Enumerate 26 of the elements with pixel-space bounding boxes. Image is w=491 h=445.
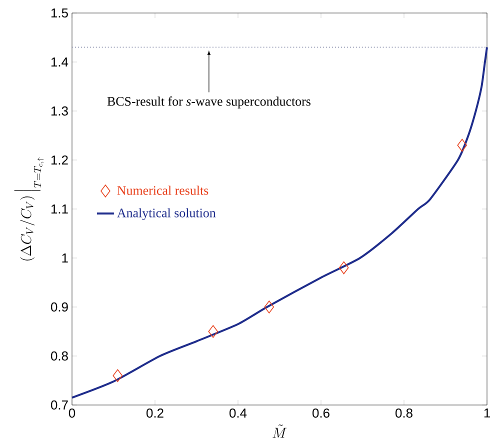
x-axis-title: $\tilde{M}$ xyxy=(272,424,287,438)
point xyxy=(208,325,218,338)
legend-label: Analytical solution xyxy=(117,208,216,220)
legend-label: Numerical results xyxy=(117,186,208,195)
y-tick-label: 1.5 xyxy=(51,8,68,18)
point xyxy=(338,261,349,274)
y-tick-label: 0.9 xyxy=(50,302,68,312)
x-tick-label: 1 xyxy=(484,408,490,418)
point xyxy=(457,138,468,152)
point xyxy=(264,300,274,314)
ref-line-label: BCS-result for s-wave superconductors xyxy=(107,96,310,108)
y-tick-label: 1.2 xyxy=(51,155,68,165)
y-tick-label: 1.1 xyxy=(51,204,68,214)
y-tick-label: 1.4 xyxy=(51,58,68,66)
line-series xyxy=(71,46,488,399)
x-tick-label: 0.2 xyxy=(146,408,164,418)
y-axis-title: $\left(\Delta C_V/C_V\right)\Big|_{T=T_{c,\uparrow}}$ xyxy=(14,157,44,260)
y-tick-label: 0.8 xyxy=(50,351,68,361)
y-tick-label: 1 xyxy=(62,254,68,262)
x-tick-label: 0.8 xyxy=(396,408,412,418)
x-tick-label: 0.4 xyxy=(230,408,247,418)
x-tick-label: 0.6 xyxy=(312,408,330,418)
point xyxy=(112,369,123,382)
x-tick-label: 0 xyxy=(68,408,76,418)
y-tick-label: 0.7 xyxy=(50,400,68,410)
y-tick-label: 1.3 xyxy=(51,106,68,116)
